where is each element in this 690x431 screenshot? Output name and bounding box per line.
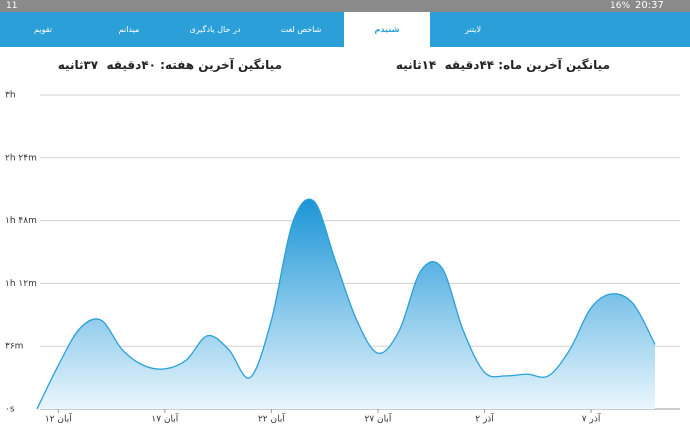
tab[interactable]: شاخص لغت	[280, 25, 322, 34]
x-tick-label: ۱۷ آبان	[151, 413, 178, 425]
status-bar: 11 16% 20:37	[0, 0, 690, 12]
tab-active[interactable]: شنیدم	[344, 12, 430, 47]
week-average: میانگین آخرین هفته: ۴۰دقیقه ۳۷ثانیه	[57, 58, 282, 72]
x-tick-label: ۱۲ آبان	[45, 413, 72, 425]
month-average: میانگین آخرین ماه: ۴۴دقیقه ۱۴ثانیه	[395, 58, 610, 72]
tab-row: لایتنر شنیدم شاخص لغت در حال یادگیری مید…	[0, 12, 516, 47]
clock: 20:37	[635, 0, 664, 11]
y-tick-label: ۱h ۴۸m	[5, 216, 37, 226]
tab[interactable]: در حال یادگیری	[189, 25, 241, 34]
y-tick-label: ۳۶m	[5, 342, 23, 352]
y-tick-label: ۰s	[5, 405, 15, 415]
line	[36, 198, 656, 410]
notification: 11	[6, 1, 18, 11]
area	[37, 199, 655, 409]
tab[interactable]: میدانم	[118, 25, 140, 34]
tab[interactable]: لایتنر	[464, 25, 482, 34]
tab-bar: لایتنر شنیدم شاخص لغت در حال یادگیری مید…	[0, 12, 690, 47]
chart: ۰s ۳۶m ۱h ۱۲m ۱h ۴۸m ۲h ۲۴m ۳h ۱۲ آبان ۱۷ آبان ۲…	[5, 91, 680, 425]
x-tick-label: ۲۷ آبان	[365, 413, 392, 425]
x-tick-label: ۷ آذر	[582, 413, 601, 425]
y-tick-label: ۱h ۱۲m	[5, 279, 37, 289]
y-tick-label: ۳h	[5, 91, 16, 101]
y-tick-label: ۲h ۲۴m	[5, 153, 37, 163]
tab[interactable]: تقویم	[34, 25, 52, 34]
x-tick-label: ۲ آذر	[475, 413, 494, 425]
x-tick-label: ۲۲ آبان	[258, 413, 285, 425]
battery: 16%	[610, 1, 631, 11]
